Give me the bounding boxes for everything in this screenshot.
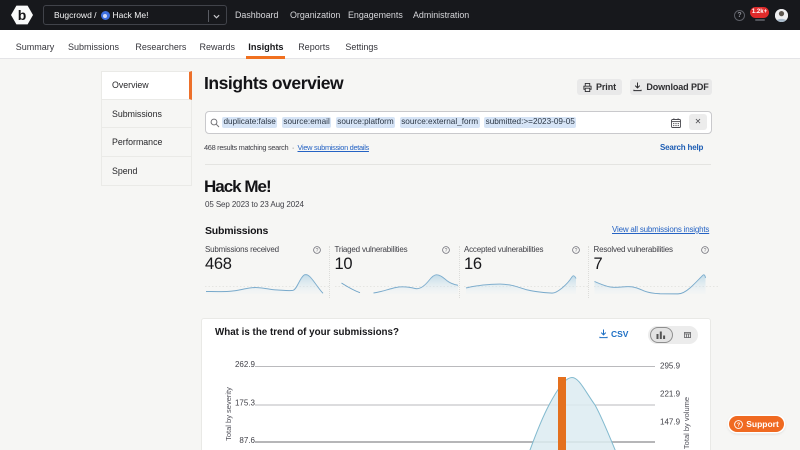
svg-text:?: ?: [737, 422, 741, 428]
svg-text:?: ?: [445, 248, 448, 254]
svg-text:175.3: 175.3: [235, 399, 256, 408]
svg-text:147.9: 147.9: [660, 418, 681, 427]
svg-text:b: b: [18, 7, 27, 23]
svg-text:221.9: 221.9: [660, 390, 681, 399]
svg-text:?: ?: [315, 248, 318, 254]
svg-text:262.9: 262.9: [235, 360, 256, 369]
svg-text:295.9: 295.9: [660, 362, 681, 371]
svg-text:?: ?: [704, 248, 707, 254]
svg-text:?: ?: [574, 248, 577, 254]
svg-text:Total by volume: Total by volume: [682, 397, 691, 449]
svg-text:87.6: 87.6: [239, 436, 255, 445]
svg-text:Total by severity: Total by severity: [224, 387, 233, 441]
